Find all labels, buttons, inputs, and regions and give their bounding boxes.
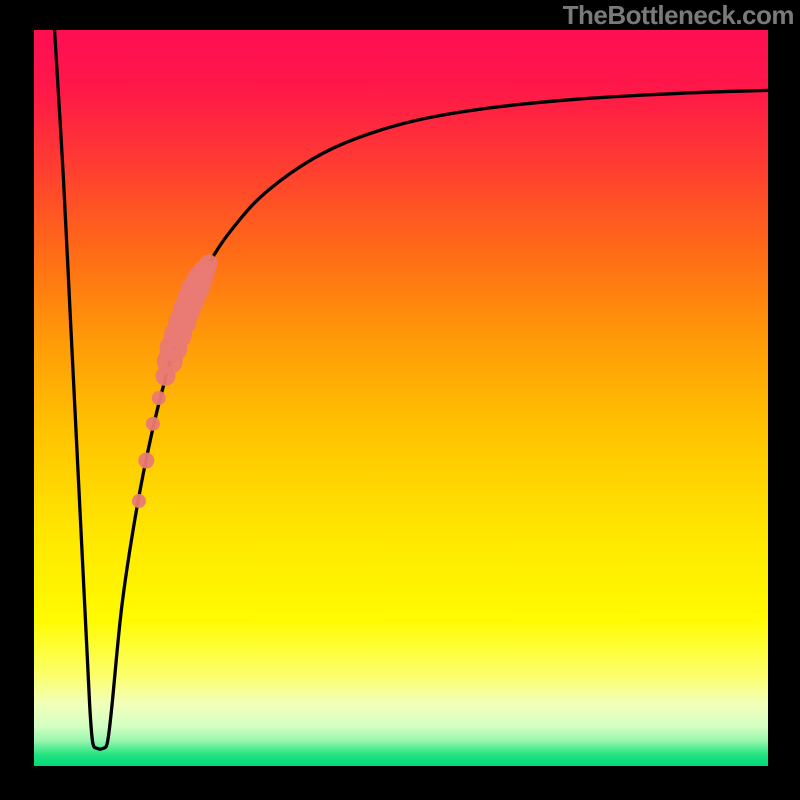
watermark: TheBottleneck.com (563, 0, 794, 31)
chart-svg (0, 0, 800, 800)
scatter-point (152, 391, 166, 405)
scatter-point (146, 417, 160, 431)
scatter-point (138, 453, 154, 469)
scatter-point (132, 494, 146, 508)
bottleneck-chart: TheBottleneck.com (0, 0, 800, 800)
scatter-point (200, 254, 218, 272)
